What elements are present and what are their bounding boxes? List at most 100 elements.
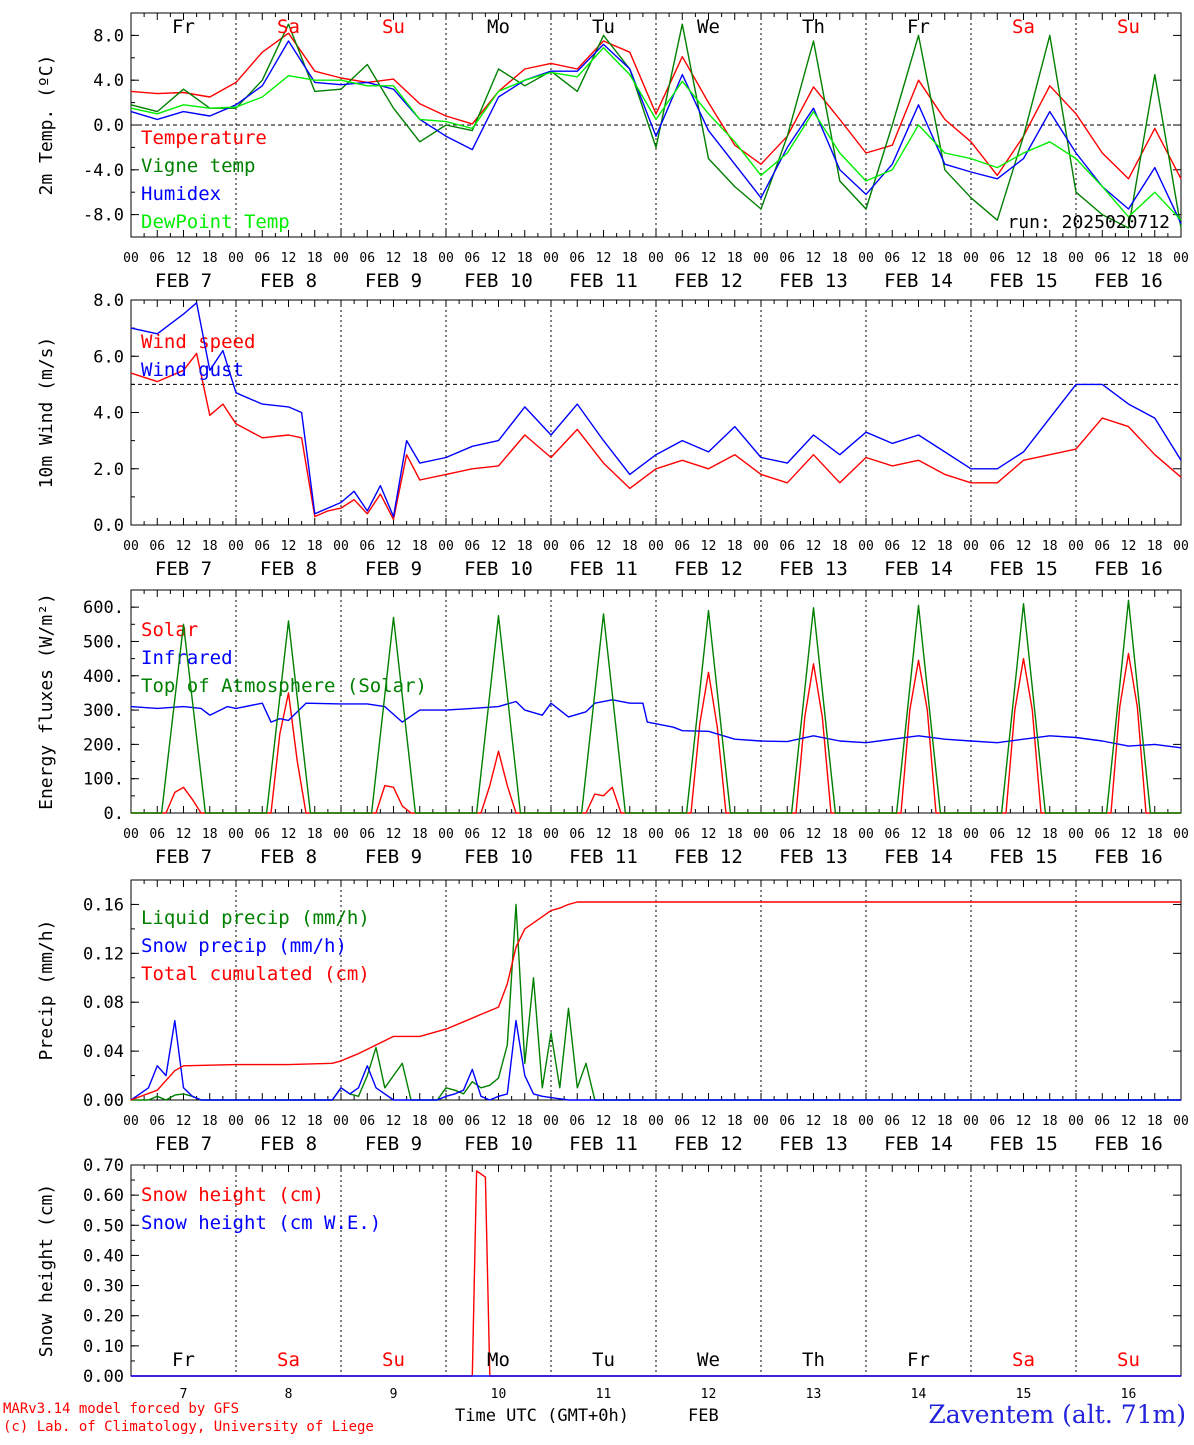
y-tick-label: 0.50 (83, 1216, 124, 1236)
hour-tick-label: 12 (806, 827, 822, 842)
hour-tick-label: 06 (254, 251, 270, 266)
hour-tick-label: 00 (753, 1114, 769, 1129)
day-label: FEB 7 (155, 1133, 212, 1155)
hour-tick-label: 00 (333, 827, 349, 842)
hour-tick-label: 06 (149, 539, 165, 554)
day-number: 13 (806, 1387, 822, 1402)
hour-tick-label: 18 (307, 539, 323, 554)
series-line-1 (130, 302, 1182, 518)
hour-tick-label: 06 (149, 827, 165, 842)
series-line-0 (130, 32, 1182, 180)
hour-tick-label: 06 (149, 1114, 165, 1129)
day-label: FEB 16 (1094, 1133, 1163, 1155)
hour-tick-label: 00 (333, 1114, 349, 1129)
day-label: FEB 13 (779, 1133, 848, 1155)
hour-tick-label: 00 (438, 251, 454, 266)
hour-tick-label: 18 (517, 251, 533, 266)
hour-tick-label: 18 (622, 1114, 638, 1129)
hour-tick-label: 18 (832, 827, 848, 842)
hour-tick-label: 06 (359, 251, 375, 266)
hour-tick-label: 06 (1094, 251, 1110, 266)
y-tick-label: 0.10 (83, 1337, 124, 1357)
hour-tick-label: 12 (911, 1114, 927, 1129)
hour-tick-label: 18 (517, 827, 533, 842)
weekday-name: Su (1117, 1349, 1140, 1371)
hour-tick-label: 00 (858, 539, 874, 554)
hour-tick-label: 18 (307, 251, 323, 266)
hour-tick-label: 00 (1068, 251, 1084, 266)
weekday-name: Fr (172, 16, 195, 38)
hour-tick-label: 06 (359, 539, 375, 554)
hour-tick-label: 12 (1121, 539, 1137, 554)
day-label: FEB 14 (884, 270, 953, 292)
hour-tick-label: 12 (701, 539, 717, 554)
hour-tick-label: 06 (884, 1114, 900, 1129)
day-label: FEB 8 (260, 846, 317, 868)
hour-tick-label: 06 (254, 539, 270, 554)
legend-entry: Snow precip (mm/h) (141, 935, 347, 957)
hour-tick-label: 18 (1147, 251, 1163, 266)
day-label: FEB 13 (779, 846, 848, 868)
hour-tick-label: 12 (386, 539, 402, 554)
hour-tick-label: 00 (123, 539, 139, 554)
day-number: 11 (596, 1387, 612, 1402)
hour-tick-label: 00 (123, 1114, 139, 1129)
hour-tick-label: 00 (858, 827, 874, 842)
hour-tick-label: 00 (333, 251, 349, 266)
y-tick-label: 200. (83, 735, 124, 755)
series-line-1 (130, 699, 1182, 749)
y-axis-title: 10m Wind (m/s) (36, 337, 57, 489)
hour-tick-label: 06 (464, 539, 480, 554)
y-tick-label: 300. (83, 701, 124, 721)
day-label: FEB 13 (779, 270, 848, 292)
hour-tick-label: 12 (1121, 827, 1137, 842)
hour-tick-label: 18 (307, 1114, 323, 1129)
hour-tick-label: 12 (386, 1114, 402, 1129)
y-tick-label: 600. (83, 598, 124, 618)
hour-tick-label: 06 (674, 539, 690, 554)
weekday-name: Sa (1012, 16, 1035, 38)
y-tick-label: 4.0 (93, 71, 124, 91)
hour-tick-label: 00 (543, 827, 559, 842)
hour-tick-label: 12 (701, 827, 717, 842)
legend-entry: Liquid precip (mm/h) (141, 907, 370, 929)
x-axis-month: FEB (688, 1406, 719, 1426)
hour-tick-label: 18 (1147, 827, 1163, 842)
y-tick-label: 0.04 (83, 1042, 124, 1062)
y-tick-label: 0.00 (83, 1367, 124, 1387)
hour-tick-label: 00 (753, 251, 769, 266)
legend-entry: Top of Atmosphere (Solar) (141, 675, 427, 697)
legend-entry: Total cumulated (cm) (141, 963, 370, 985)
day-label: FEB 7 (155, 270, 212, 292)
y-tick-label: 8.0 (93, 26, 124, 46)
weekday-name: Su (382, 1349, 405, 1371)
day-label: FEB 9 (365, 846, 422, 868)
day-label: FEB 14 (884, 558, 953, 580)
day-label: FEB 16 (1094, 558, 1163, 580)
hour-tick-label: 00 (1173, 1114, 1189, 1129)
weekday-name: We (697, 16, 720, 38)
day-label: FEB 11 (569, 846, 638, 868)
hour-tick-label: 06 (989, 827, 1005, 842)
y-tick-label: 0.0 (93, 516, 124, 536)
hour-tick-label: 18 (1042, 827, 1058, 842)
hour-tick-label: 06 (254, 1114, 270, 1129)
day-label: FEB 9 (365, 270, 422, 292)
hour-tick-label: 12 (806, 539, 822, 554)
hour-tick-label: 18 (517, 539, 533, 554)
hour-tick-label: 00 (858, 251, 874, 266)
hour-tick-label: 00 (858, 1114, 874, 1129)
hour-tick-label: 12 (281, 539, 297, 554)
day-label: FEB 10 (464, 270, 533, 292)
day-label: FEB 8 (260, 1133, 317, 1155)
day-label: FEB 12 (674, 558, 743, 580)
hour-tick-label: 00 (333, 539, 349, 554)
hour-tick-label: 18 (1042, 539, 1058, 554)
hour-tick-label: 06 (674, 1114, 690, 1129)
hour-tick-label: 12 (596, 1114, 612, 1129)
day-number: 12 (701, 1387, 717, 1402)
hour-tick-label: 18 (412, 1114, 428, 1129)
hour-tick-label: 06 (884, 827, 900, 842)
hour-tick-label: 18 (517, 1114, 533, 1129)
hour-tick-label: 06 (884, 539, 900, 554)
